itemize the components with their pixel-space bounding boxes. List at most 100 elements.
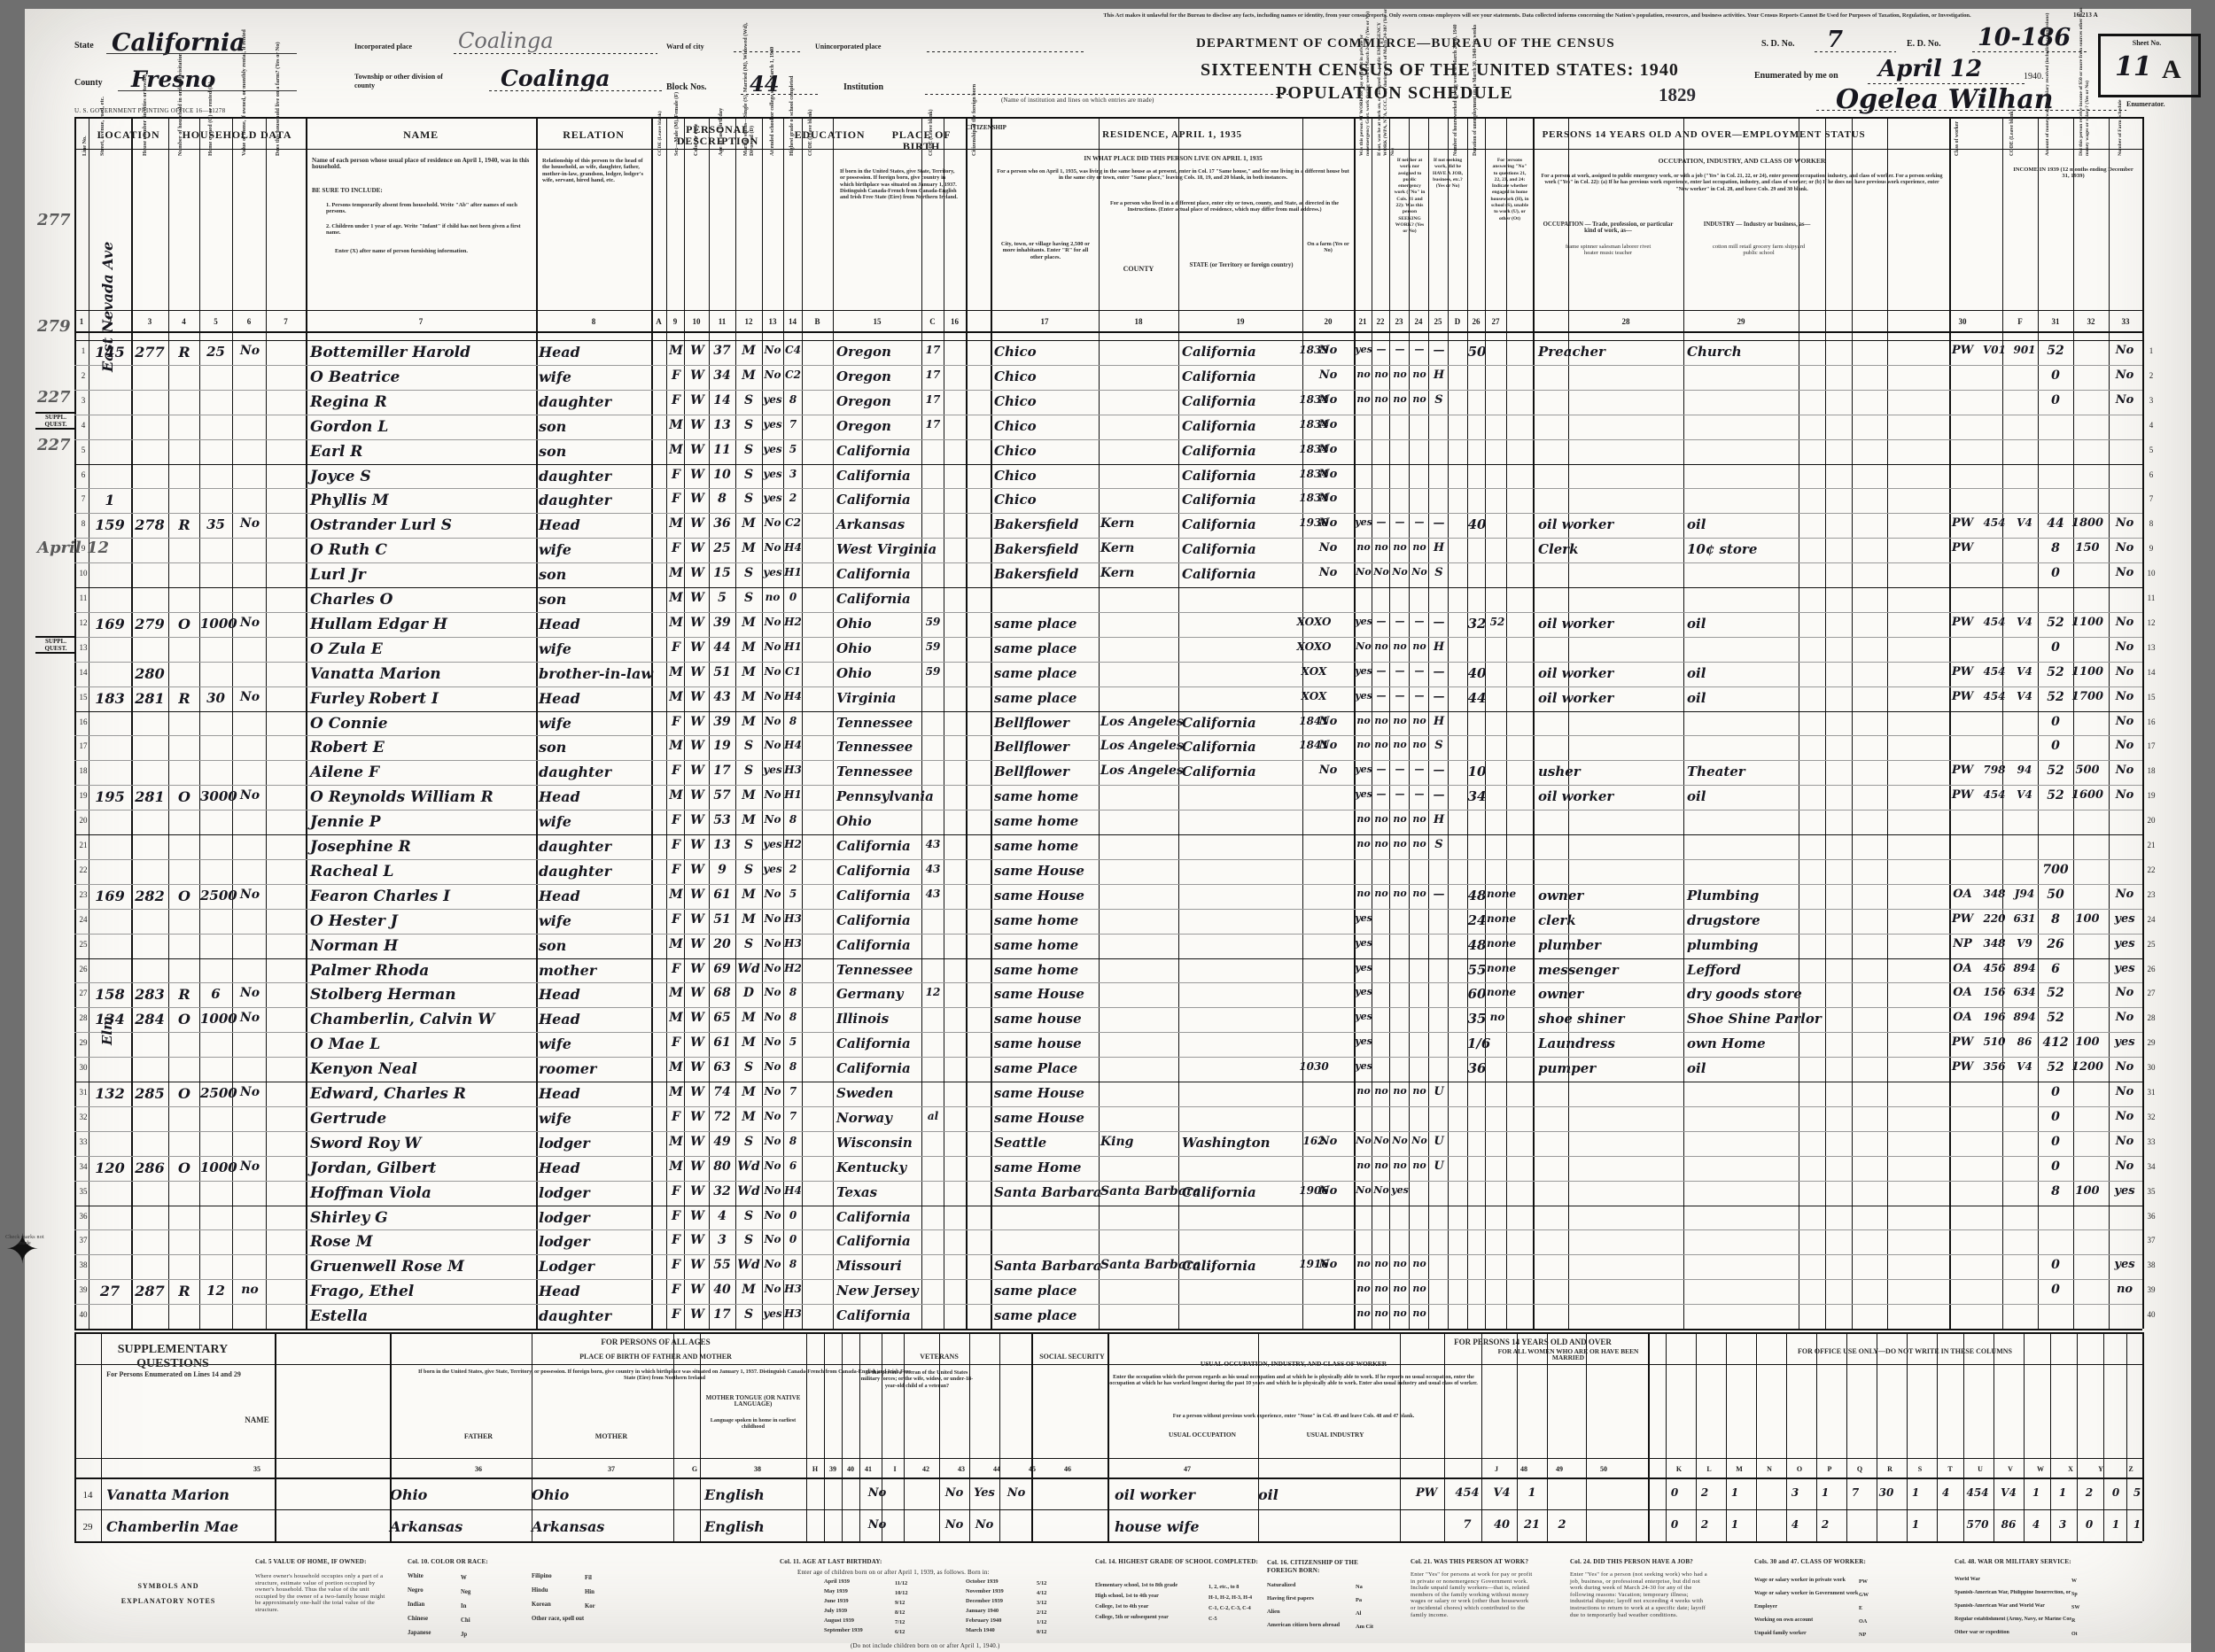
note-item-code: 3/12 xyxy=(1037,1600,1047,1606)
sheet-value: 11 xyxy=(2115,51,2152,82)
subhead-occupation-examples: frame spinner salesman laborer rivet hea… xyxy=(1565,244,1652,257)
supp-office-col-S: S xyxy=(1917,1465,1923,1473)
cell-age: 69 xyxy=(713,962,731,976)
supp-col-rule-34 xyxy=(1907,1332,1908,1541)
supp-cell-office-w: 4 xyxy=(2032,1518,2040,1531)
cell-relation: daughter xyxy=(539,764,612,780)
note-item-code: 0/12 xyxy=(1037,1629,1047,1635)
cell-public-emergency: no xyxy=(1374,739,1388,750)
row-rule-40 xyxy=(74,1329,2142,1330)
supp-col-number-I: I xyxy=(893,1465,897,1473)
col-number-16: 16 xyxy=(951,317,959,326)
star-mark-icon: ✦ xyxy=(5,1227,40,1272)
cell-had-job: — xyxy=(1414,344,1425,355)
subhead-be-sure: BE SURE TO INCLUDE: xyxy=(312,187,383,194)
cell-attended-school: No xyxy=(764,739,781,751)
cell-sex: M xyxy=(669,986,683,1000)
cell-public-emergency: — xyxy=(1376,516,1387,528)
cell-class-of-worker: PW xyxy=(1951,1060,1974,1074)
col-rule-27 xyxy=(1389,117,1390,1329)
cell-attended-school: yes xyxy=(763,1307,782,1320)
cell-at-work: yes xyxy=(1355,616,1372,627)
cell-hours-worked: 55 xyxy=(1467,962,1487,978)
cell-color-race: W xyxy=(690,813,704,827)
cell-sex: F xyxy=(672,1184,680,1198)
margin-note-6: SUPPL. QUEST. xyxy=(35,636,76,654)
cell-color-race: W xyxy=(690,616,704,630)
line-number: 33 xyxy=(79,1137,88,1146)
cell-name: Jennie P xyxy=(310,813,381,831)
cell-occupation: pumper xyxy=(1538,1060,1597,1076)
cell-residence-on-farm: No xyxy=(1318,715,1338,728)
cell-house-number: 183 xyxy=(95,690,125,707)
cell-relation: roomer xyxy=(539,1060,597,1077)
cell-residence-city: same place xyxy=(994,640,1077,656)
cell-not-working-code: — xyxy=(1433,788,1445,802)
unincorporated-dots xyxy=(927,51,1086,52)
township-label-text: Township or other division of county xyxy=(354,73,443,89)
cell-name: Charles O xyxy=(310,591,393,609)
cell-industry-code: 634 xyxy=(2013,986,2036,998)
note-item: October 1939 5/12 xyxy=(966,1578,1063,1586)
cell-residence-city: same House xyxy=(994,1110,1084,1126)
cell-name: Joyce S xyxy=(310,468,371,485)
supp-col-rule-8 xyxy=(824,1332,825,1541)
cell-birthplace: Ohio xyxy=(836,640,872,656)
subhead-house-number: House number (in cities or towns) xyxy=(142,74,148,156)
cell-marital-status: M xyxy=(742,1035,756,1050)
line-number: 39 xyxy=(79,1285,88,1294)
note-item-label: January 1940 xyxy=(966,1608,999,1614)
cell-other-income: No xyxy=(2115,616,2134,629)
cell-seeking-work: No xyxy=(1392,1135,1408,1146)
row-rule-38 xyxy=(74,1279,2142,1280)
cell-relation: wife xyxy=(539,715,571,732)
supp-cell-office-x: 1 xyxy=(2058,1486,2067,1499)
cell-name: Vanatta Marion xyxy=(310,665,441,683)
cell-color-race: W xyxy=(690,715,704,729)
enumerated-label: Enumerated by me on xyxy=(1754,71,1838,81)
cell-household-order: 280 xyxy=(135,665,165,682)
row-rule-24 xyxy=(74,934,2142,935)
row-rule-27 xyxy=(74,1007,2142,1008)
line-number: 18 xyxy=(2147,766,2156,775)
cell-birthplace: Illinois xyxy=(836,1011,890,1027)
cell-grade-completed: 5 xyxy=(789,443,797,455)
col-rule-39 xyxy=(1852,117,1853,1329)
form-number: 16-213 A xyxy=(2073,12,2098,19)
col-number-32: 32 xyxy=(2087,317,2095,326)
line-number: 18 xyxy=(79,766,88,775)
cell-at-work: no xyxy=(1356,1258,1371,1269)
cell-marital-status: M xyxy=(742,715,756,729)
supp-office-col-Y: Y xyxy=(2098,1465,2103,1473)
cell-other-income: No xyxy=(2115,1011,2134,1024)
row-rule-12 xyxy=(74,637,2142,638)
cell-income-amount: 150 xyxy=(2075,541,2100,555)
subhead-farm: Does this household live on a farm? (Yes… xyxy=(275,42,281,156)
cell-age: 61 xyxy=(713,888,731,902)
cell-other-income: No xyxy=(2115,715,2134,728)
note-item: December 1939 3/12 xyxy=(966,1598,1063,1606)
note-item-label: Unpaid family worker xyxy=(1754,1630,1807,1636)
cell-age: 61 xyxy=(713,1035,731,1050)
col21-note-head: Col. 21. WAS THIS PERSON AT WORK? xyxy=(1411,1558,1529,1565)
cell-birthplace: California xyxy=(836,863,911,879)
cell-birthplace: Oregon xyxy=(836,344,891,360)
cell-birthplace: California xyxy=(836,1233,911,1249)
cell-name: Hoffman Viola xyxy=(310,1184,431,1202)
cell-occupation-code: 356 xyxy=(1983,1060,2006,1073)
cell-age: 40 xyxy=(713,1283,731,1297)
line-number: 27 xyxy=(79,989,88,997)
cell-value-home: 1000 xyxy=(200,1160,237,1175)
subhead-residence-note: For a person who on April 1, 1935, was l… xyxy=(997,168,1349,182)
cell-not-working-code: H xyxy=(1433,541,1445,555)
cell-age: 49 xyxy=(713,1135,731,1149)
line-number: 5 xyxy=(2149,446,2154,454)
cell-on-farm: No xyxy=(239,1011,260,1025)
cell-sex: F xyxy=(672,640,680,655)
subhead-owned-rented: Home owned (O) or rented (R) xyxy=(207,81,214,156)
line-number: 8 xyxy=(81,519,86,528)
cell-public-emergency: no xyxy=(1374,1307,1388,1319)
subhead-be-sure-2: 2. Children under 1 year of age. Write "… xyxy=(326,223,521,237)
cell-occupation-code: 454 xyxy=(1983,665,2006,678)
cell-house-number: 132 xyxy=(95,1085,125,1102)
